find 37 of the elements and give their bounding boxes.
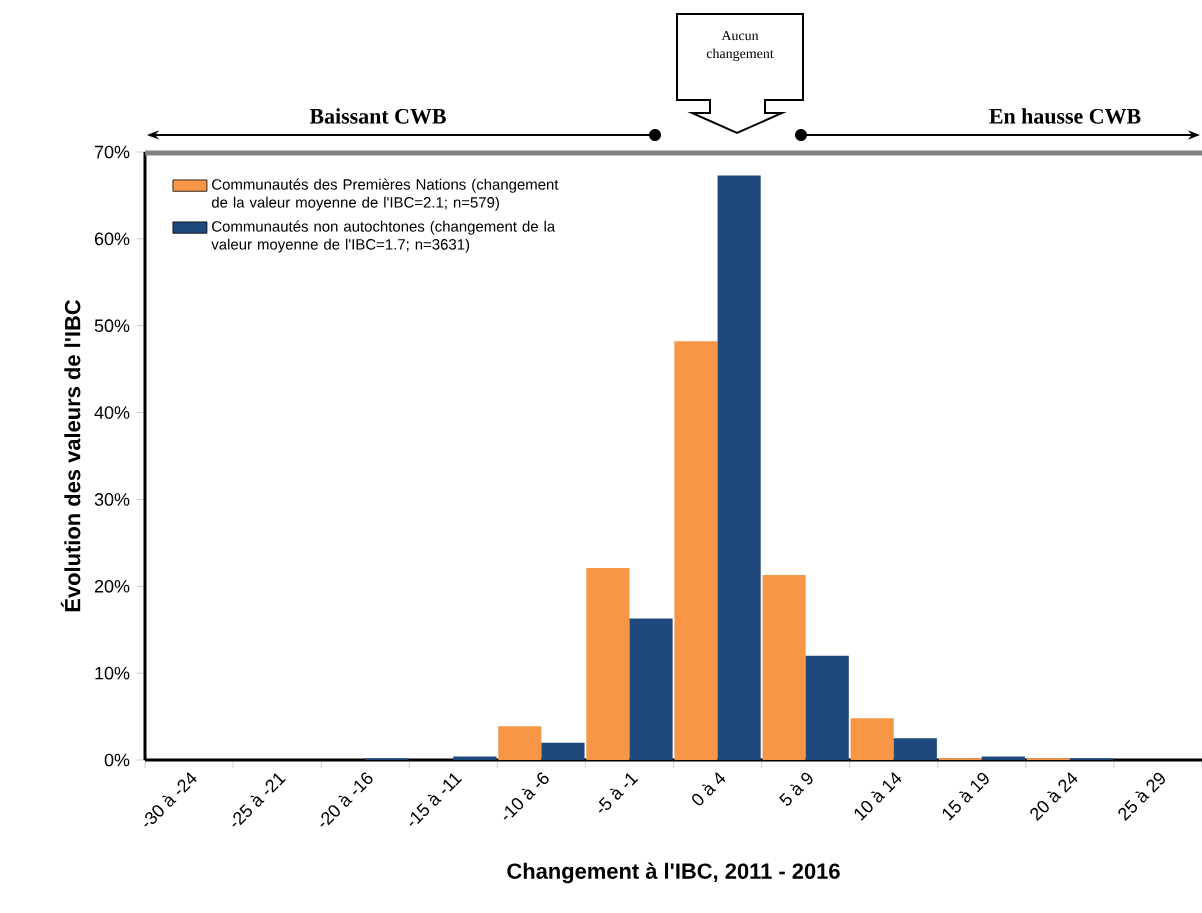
x-tick-label: -5 à -1 xyxy=(598,773,639,813)
x-tick-label: -15 à -11 xyxy=(409,773,463,826)
x-tick-label: 25 à 29 xyxy=(1118,772,1165,821)
y-tick-label: 10% xyxy=(95,666,130,680)
x-tick-label: -30 à -24 xyxy=(144,772,197,827)
x-tick-label: 10 à 14 xyxy=(854,772,902,821)
x-axis-title: Changement à l'IBC, 2011 - 2016 xyxy=(507,862,840,884)
y-tick-label: 20% xyxy=(94,579,130,593)
bar xyxy=(762,574,806,760)
x-tick-label: 15 à 19 xyxy=(942,772,989,821)
y-tick-label: 30% xyxy=(94,493,130,506)
bar xyxy=(498,726,542,760)
y-tick-label: 0% xyxy=(104,753,130,767)
x-tick-label: -10 à -6 xyxy=(503,772,549,820)
bar xyxy=(893,738,937,760)
bar xyxy=(717,175,761,760)
bar xyxy=(850,718,894,760)
legend-label: Communautés non autochtones (changement de la valeur moyenne de l'IBC=1.7; n=3631) xyxy=(211,220,556,253)
y-axis-title: Évolution des valeurs de l'IBC xyxy=(60,299,81,612)
text: Baissant CWB xyxy=(309,108,446,124)
x-tick-label: -20 à -16 xyxy=(320,772,373,827)
bar xyxy=(541,742,585,760)
y-tick-label: 40% xyxy=(94,406,130,419)
y-tick-label: 70% xyxy=(94,145,130,159)
legend-label: Communautés des Premières Nations (changement de la valeur moyenne de l'IBC=2.1; n=579) xyxy=(211,178,559,211)
bar xyxy=(586,568,630,760)
bar xyxy=(629,618,673,760)
x-tick-label: 0 à 4 xyxy=(692,772,726,806)
bar xyxy=(805,655,849,760)
text: En hausse CWB xyxy=(989,108,1141,124)
x-tick-label: -25 à -21 xyxy=(232,773,286,827)
x-tick-label: 20 à 24 xyxy=(1030,772,1078,821)
x-tick-label: 5 à 9 xyxy=(779,772,813,806)
y-tick-label: 50% xyxy=(94,319,130,333)
text: Aucun changement xyxy=(706,30,774,62)
bar xyxy=(674,341,718,760)
y-tick-label: 60% xyxy=(94,232,130,246)
